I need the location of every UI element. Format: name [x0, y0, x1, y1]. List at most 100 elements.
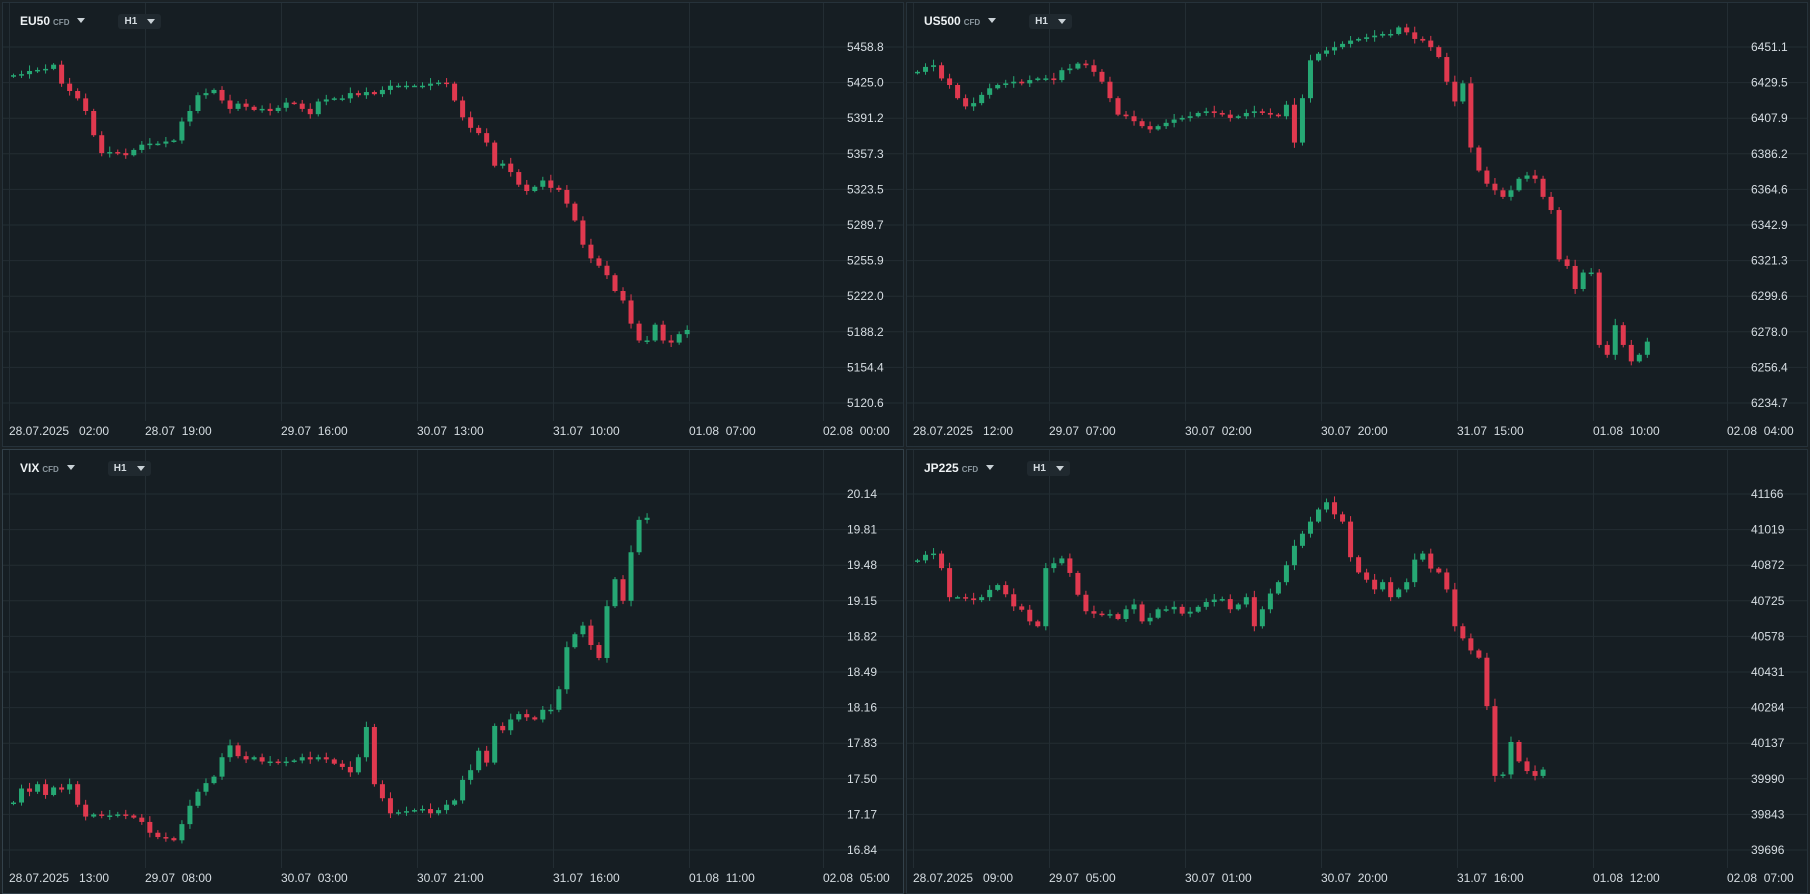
bullish-candle [1508, 190, 1514, 197]
bearish-candle [484, 133, 490, 143]
timeframe-label: H1 [124, 15, 138, 27]
bearish-candle [1003, 585, 1009, 595]
bearish-candle [524, 184, 530, 191]
bullish-candle [1307, 60, 1313, 99]
time-axis-label: 28.07 19:00 [145, 424, 212, 438]
price-axis-label: 6364.6 [1751, 182, 1788, 196]
bearish-candle [1476, 650, 1482, 658]
time-axis-label: 28.07.2025 09:00 [913, 871, 1013, 885]
bearish-candle [347, 766, 353, 773]
bullish-candle [403, 811, 409, 813]
chart-panel-vix[interactable]: VIX CFD H1 20.14 19.81 19.48 19.15 18.82 18.4… [2, 449, 904, 894]
symbol-selector[interactable]: US500 CFD [919, 12, 1001, 30]
bullish-candle [987, 88, 993, 95]
bullish-candle [331, 98, 337, 100]
candlestick-chart[interactable]: 5458.8 5425.0 5391.2 5357.3 5323.5 5289.7 5255… [3, 3, 904, 447]
bearish-candle [27, 788, 33, 792]
bullish-candle [1211, 599, 1217, 603]
bullish-candle [995, 585, 1001, 590]
bearish-candle [371, 727, 377, 785]
price-axis-label: 40284 [1751, 701, 1785, 715]
candle-series [11, 513, 650, 844]
symbol-selector[interactable]: EU50 CFD [15, 12, 90, 30]
chart-panel-us500[interactable]: US500 CFD H1 6451.1 6429.5 6407.9 6386.2 636… [906, 2, 1808, 447]
time-axis-label: 29.07 08:00 [145, 871, 212, 885]
bullish-candle [420, 809, 426, 811]
candlestick-chart[interactable]: 41166 41019 40872 40725 40578 40431 40284 40137… [907, 450, 1808, 894]
timeframe-selector[interactable]: H1 [1027, 460, 1070, 476]
bullish-candle [684, 329, 690, 335]
timeframe-selector[interactable]: H1 [1029, 13, 1072, 29]
bullish-candle [915, 560, 920, 562]
time-axis-label: 02.08 07:00 [1727, 871, 1794, 885]
bullish-candle [1324, 502, 1330, 510]
chart-panel-eu50[interactable]: EU50 CFD H1 5458.8 5425.0 5391.2 5357.3 5323… [2, 2, 904, 447]
symbol-selector[interactable]: VIX CFD [15, 459, 80, 477]
bullish-candle [251, 757, 257, 760]
bullish-candle [395, 812, 401, 814]
price-axis-label: 6342.9 [1751, 218, 1788, 232]
bearish-candle [1540, 178, 1546, 197]
bullish-candle [219, 757, 225, 777]
price-axis-label: 39696 [1751, 843, 1785, 857]
timeframe-selector[interactable]: H1 [107, 460, 151, 476]
price-axis-label: 20.14 [847, 487, 877, 501]
bearish-candle [387, 798, 393, 814]
bullish-candle [1396, 27, 1402, 35]
bearish-candle [596, 258, 602, 266]
bullish-candle [19, 74, 25, 76]
bullish-candle [564, 647, 570, 690]
chart-panel-jp225[interactable]: JP225 CFD H1 41166 41019 40872 40725 40578 40… [906, 449, 1808, 894]
bearish-candle [1179, 606, 1185, 614]
chevron-down-icon [66, 465, 75, 470]
candlestick-chart[interactable]: 6451.1 6429.5 6407.9 6386.2 6364.6 6342.9 6321… [907, 3, 1808, 447]
bullish-candle [508, 719, 514, 731]
timeframe-selector[interactable]: H1 [118, 13, 162, 29]
bearish-candle [524, 714, 530, 718]
bullish-candle [195, 95, 201, 111]
bearish-candle [299, 103, 305, 109]
bearish-candle [1436, 47, 1442, 58]
bullish-candle [1187, 611, 1193, 614]
bearish-candle [588, 625, 594, 646]
bullish-candle [995, 85, 1001, 89]
price-axis-label: 40431 [1751, 665, 1785, 679]
bullish-candle [1059, 70, 1065, 81]
bullish-candle [436, 810, 442, 814]
bullish-candle [500, 163, 506, 166]
bullish-candle [259, 108, 265, 111]
price-axis-label: 19.15 [847, 594, 877, 608]
bearish-candle [59, 64, 65, 84]
bearish-candle [572, 203, 578, 221]
bullish-candle [1580, 272, 1586, 289]
bearish-candle [1211, 111, 1217, 113]
bullish-candle [1364, 37, 1370, 39]
bullish-candle [971, 103, 977, 107]
bullish-candle [1396, 589, 1402, 598]
price-axis-label: 18.82 [847, 629, 877, 643]
bullish-candle [468, 770, 474, 780]
bearish-candle [444, 82, 450, 85]
bearish-candle [1604, 344, 1610, 355]
price-axis-label: 40872 [1751, 558, 1785, 572]
bearish-candle [947, 78, 953, 86]
price-axis-label: 17.83 [847, 736, 877, 750]
bearish-candle [500, 725, 506, 731]
bearish-candle [219, 89, 225, 101]
bullish-candle [572, 634, 578, 648]
bearish-candle [251, 106, 257, 110]
bearish-candle [307, 757, 313, 760]
bullish-candle [652, 324, 658, 341]
symbol-selector[interactable]: JP225 CFD [919, 459, 999, 477]
bearish-candle [476, 127, 482, 134]
bearish-candle [1452, 589, 1458, 627]
bearish-candle [963, 98, 969, 107]
price-axis-label: 6386.2 [1751, 147, 1788, 161]
candlestick-chart[interactable]: 20.14 19.81 19.48 19.15 18.82 18.49 18.16 17.83… [3, 450, 904, 894]
bullish-candle [556, 689, 562, 710]
bullish-candle [931, 65, 937, 67]
bullish-candle [1356, 38, 1362, 41]
bearish-candle [1444, 572, 1450, 590]
bearish-candle [1067, 558, 1073, 573]
bearish-candle [1115, 98, 1121, 115]
